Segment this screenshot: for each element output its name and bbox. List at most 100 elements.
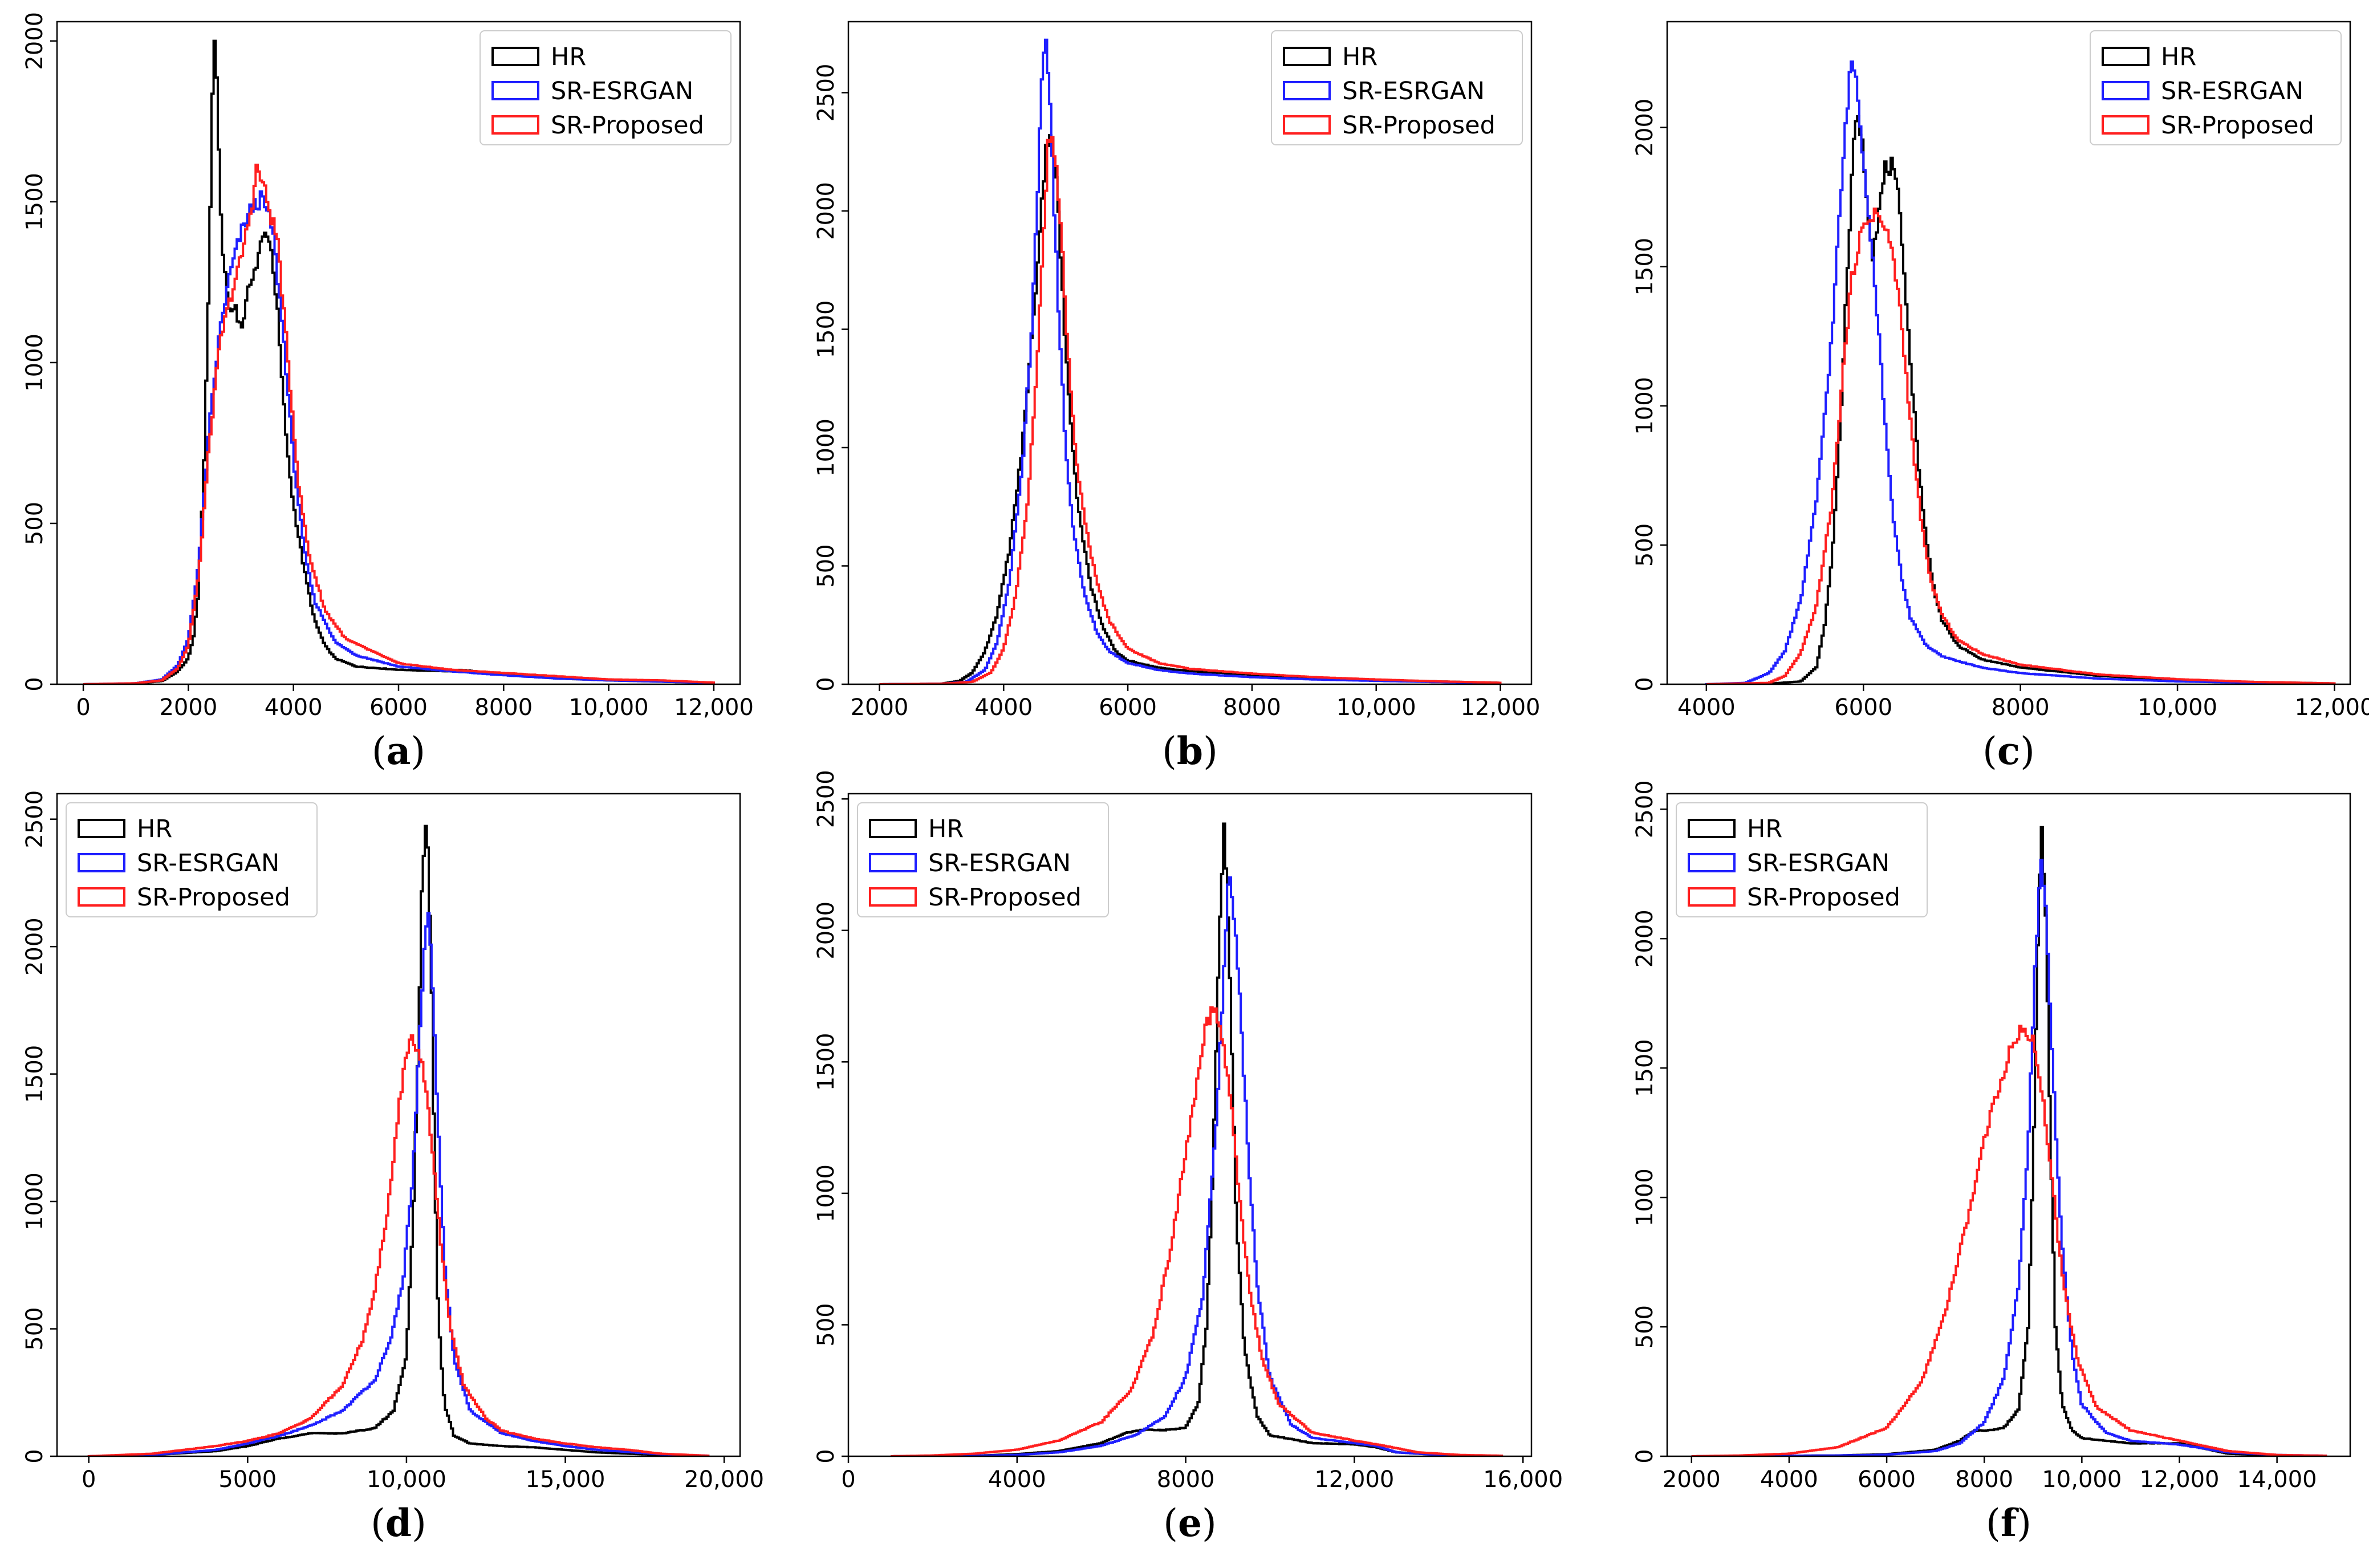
y-tick-label: 1500	[813, 300, 839, 359]
y-tick-label: 1000	[813, 419, 839, 477]
series-sr-proposed	[1691, 1025, 2327, 1456]
y-tick-label: 2000	[22, 12, 48, 70]
x-tick-label: 8000	[1157, 1467, 1215, 1493]
legend: HR SR-ESRGAN SR-Proposed	[66, 802, 318, 917]
x-tick-label: 0	[82, 1467, 96, 1493]
legend-label: SR-Proposed	[928, 883, 1082, 912]
x-tick-label: 12,000	[1461, 694, 1541, 721]
x-tick-label: 10,000	[2138, 694, 2217, 721]
chart-panel-f: 2000 4000 6000 8000 10,000 12,000 14,000 0 500 10…	[1632, 780, 2351, 1545]
y-tick-label: 2500	[813, 64, 839, 122]
x-tick-label: 0	[841, 1467, 855, 1493]
series-group	[83, 39, 715, 684]
legend-box	[1676, 802, 1928, 917]
legend-swatch	[1283, 47, 1331, 66]
plot-frame	[847, 793, 1533, 1457]
legend: HR SR-ESRGAN SR-Proposed	[1676, 802, 1928, 917]
series-sr-esrgan	[1705, 60, 2336, 684]
x-tick-label: 10,000	[1336, 694, 1416, 721]
series-sr-esrgan	[88, 912, 710, 1456]
legend-swatch	[869, 819, 917, 838]
x-tick-label: 12,000	[1314, 1467, 1394, 1493]
series-sr-proposed	[1706, 208, 2336, 684]
legend-swatch	[869, 853, 917, 872]
legend-swatch	[1688, 853, 1736, 872]
x-tick-label: 2000	[1663, 1467, 1721, 1493]
series-sr-proposed	[83, 164, 715, 684]
plot-frame	[847, 21, 1533, 685]
y-tick-label: 0	[22, 677, 48, 691]
series-group	[1691, 826, 2327, 1456]
legend-label: HR	[137, 815, 172, 843]
chart-panel-c: 4000 6000 8000 10,000 12,000 0 500 1000 1500 2000…	[1632, 21, 2369, 773]
plot-frame	[56, 793, 741, 1457]
legend-swatch	[2102, 47, 2149, 66]
legend: HR SR-ESRGAN SR-Proposed	[480, 30, 732, 145]
legend-swatch	[2102, 115, 2149, 135]
series-sr-proposed	[879, 136, 1502, 684]
y-tick-label: 500	[22, 502, 48, 545]
panel-caption: (e)	[1163, 1501, 1217, 1545]
y-tick-label: 0	[22, 1449, 48, 1463]
y-tick-label: 1500	[22, 1045, 48, 1103]
x-tick-label: 16,000	[1483, 1467, 1563, 1493]
y-tick-label: 500	[813, 544, 839, 587]
legend: HR SR-ESRGAN SR-Proposed	[857, 802, 1109, 917]
legend-label: SR-ESRGAN	[137, 849, 279, 878]
x-tick-label: 14,000	[2237, 1467, 2317, 1493]
x-tick-label: 6000	[1858, 1467, 1916, 1493]
y-tick-label: 500	[22, 1307, 48, 1350]
legend-swatch	[78, 819, 125, 838]
panel-caption: (f)	[1986, 1501, 2031, 1545]
series-sr-esrgan	[1691, 859, 2327, 1456]
legend-box	[1271, 30, 1523, 145]
chart-panel-e: 0 4000 8000 12,000 16,000 0 500 1000 1500 2000 250…	[813, 770, 1563, 1545]
x-tick-label: 6000	[1099, 694, 1157, 721]
legend-swatch	[1688, 887, 1736, 907]
series-hr	[879, 134, 1502, 684]
legend-label: SR-Proposed	[1747, 883, 1900, 912]
legend-label: HR	[551, 43, 586, 71]
legend-swatch	[1688, 819, 1736, 838]
y-tick-label: 1500	[22, 173, 48, 231]
x-tick-label: 8000	[1992, 694, 2050, 721]
chart-panel-d: 0 5000 10,000 15,000 20,000 0 500 1000 1500 2000 2…	[22, 790, 764, 1545]
legend-swatch	[869, 887, 917, 907]
x-tick-label: 12,000	[2140, 1467, 2220, 1493]
y-tick-label: 0	[813, 1449, 839, 1463]
legend-label: SR-ESRGAN	[1342, 77, 1485, 105]
y-tick-label: 1000	[1632, 377, 1658, 435]
panel-caption: (a)	[372, 729, 425, 773]
series-group	[891, 822, 1504, 1456]
series-group	[1705, 60, 2336, 684]
y-tick-label: 2500	[22, 790, 48, 848]
legend: HR SR-ESRGAN SR-Proposed	[1271, 30, 1523, 145]
legend-swatch	[1283, 115, 1331, 135]
x-tick-label: 10,000	[569, 694, 649, 721]
y-tick-label: 2000	[813, 182, 839, 240]
series-group	[879, 38, 1502, 684]
legend-label: SR-Proposed	[1342, 111, 1496, 140]
x-tick-label: 4000	[265, 694, 323, 721]
x-tick-label: 5000	[218, 1467, 277, 1493]
chart-panel-b: 2000 4000 6000 8000 10,000 12,000 0 500 1000 1500…	[813, 21, 1541, 773]
y-tick-label: 1000	[22, 334, 48, 392]
x-tick-label: 6000	[1834, 694, 1892, 721]
x-tick-label: 8000	[474, 694, 533, 721]
legend-label: SR-ESRGAN	[2161, 77, 2303, 105]
chart-panel-a: 0 2000 4000 6000 8000 10,000 12,000 0 500 1000 150…	[22, 12, 754, 773]
y-tick-label: 0	[813, 677, 839, 691]
y-tick-label: 2000	[1632, 909, 1658, 968]
x-tick-label: 6000	[369, 694, 428, 721]
series-sr-esrgan	[83, 190, 715, 684]
y-tick-label: 2500	[813, 770, 839, 828]
y-tick-label: 1000	[1632, 1168, 1658, 1226]
series-sr-proposed	[891, 1006, 1504, 1456]
y-tick-label: 0	[1632, 1449, 1658, 1463]
y-tick-label: 500	[1632, 1305, 1658, 1348]
x-tick-label: 2000	[851, 694, 909, 721]
legend-swatch	[1283, 81, 1331, 100]
legend-label: SR-Proposed	[137, 883, 290, 912]
y-tick-label: 1500	[1632, 238, 1658, 296]
